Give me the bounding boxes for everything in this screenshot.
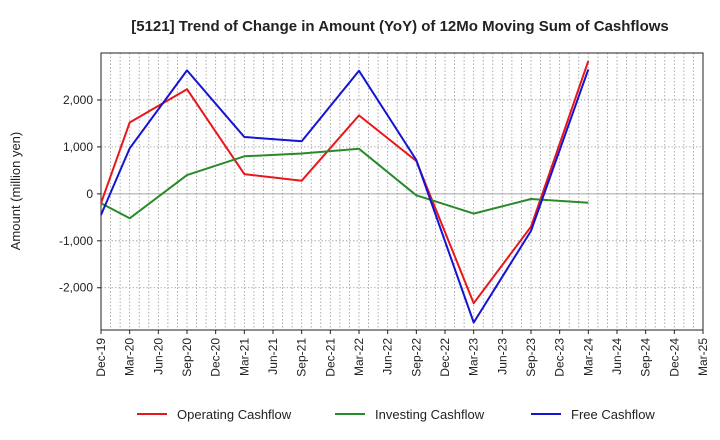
y-axis-label: Amount (million yen) — [8, 132, 23, 251]
y-tick-label: -2,000 — [59, 281, 93, 295]
x-tick-label: Jun-21 — [266, 338, 280, 375]
series-layer — [100, 60, 590, 324]
x-tick-label: Dec-21 — [323, 338, 337, 377]
x-tick-label: Dec-19 — [94, 338, 108, 377]
x-tick-label: Sep-24 — [639, 338, 653, 377]
x-tick-label: Jun-24 — [610, 338, 624, 375]
legend-label: Free Cashflow — [571, 407, 655, 422]
x-tick-label: Mar-23 — [467, 338, 481, 376]
y-tick-label: -1,000 — [59, 234, 93, 248]
grid — [101, 53, 703, 330]
x-tick-label: Dec-23 — [553, 338, 567, 377]
y-tick-label: 0 — [86, 187, 93, 201]
series-line-investing-cashflow — [100, 147, 589, 220]
x-tick-label: Mar-21 — [237, 338, 251, 376]
legend: Operating Cashflow Investing Cashflow Free… — [137, 407, 655, 422]
x-tick-label: Jun-23 — [495, 338, 509, 375]
plot-area — [100, 52, 704, 331]
x-tick-label: Mar-22 — [352, 338, 366, 376]
x-tick-label: Dec-24 — [667, 338, 681, 377]
x-tick-label: Mar-25 — [696, 338, 710, 376]
x-axis-ticks: Dec-19 Mar-20 Jun-20 Sep-20 Dec-20 Mar-21 Jun-… — [94, 330, 710, 377]
x-tick-label: Dec-20 — [209, 338, 223, 377]
x-tick-label: Sep-22 — [409, 338, 423, 377]
y-tick-label: 1,000 — [63, 140, 93, 154]
x-tick-label: Jun-20 — [151, 338, 165, 375]
chart-title: [5121] Trend of Change in Amount (YoY) o… — [131, 18, 669, 35]
x-tick-label: Mar-20 — [123, 338, 137, 376]
x-tick-label: Sep-21 — [295, 338, 309, 377]
series-line-operating-cashflow — [100, 60, 590, 305]
y-axis-ticks: 2,000 1,000 0 -1,000 -2,000 — [59, 93, 101, 295]
x-tick-label: Mar-24 — [581, 338, 595, 376]
series-line-free-cashflow — [100, 69, 590, 324]
legend-label: Operating Cashflow — [177, 407, 292, 422]
x-tick-label: Jun-22 — [381, 338, 395, 375]
x-tick-label: Sep-20 — [180, 338, 194, 377]
legend-label: Investing Cashflow — [375, 407, 485, 422]
x-tick-label: Sep-23 — [524, 338, 538, 377]
y-tick-label: 2,000 — [63, 93, 93, 107]
x-tick-label: Dec-22 — [438, 338, 452, 377]
